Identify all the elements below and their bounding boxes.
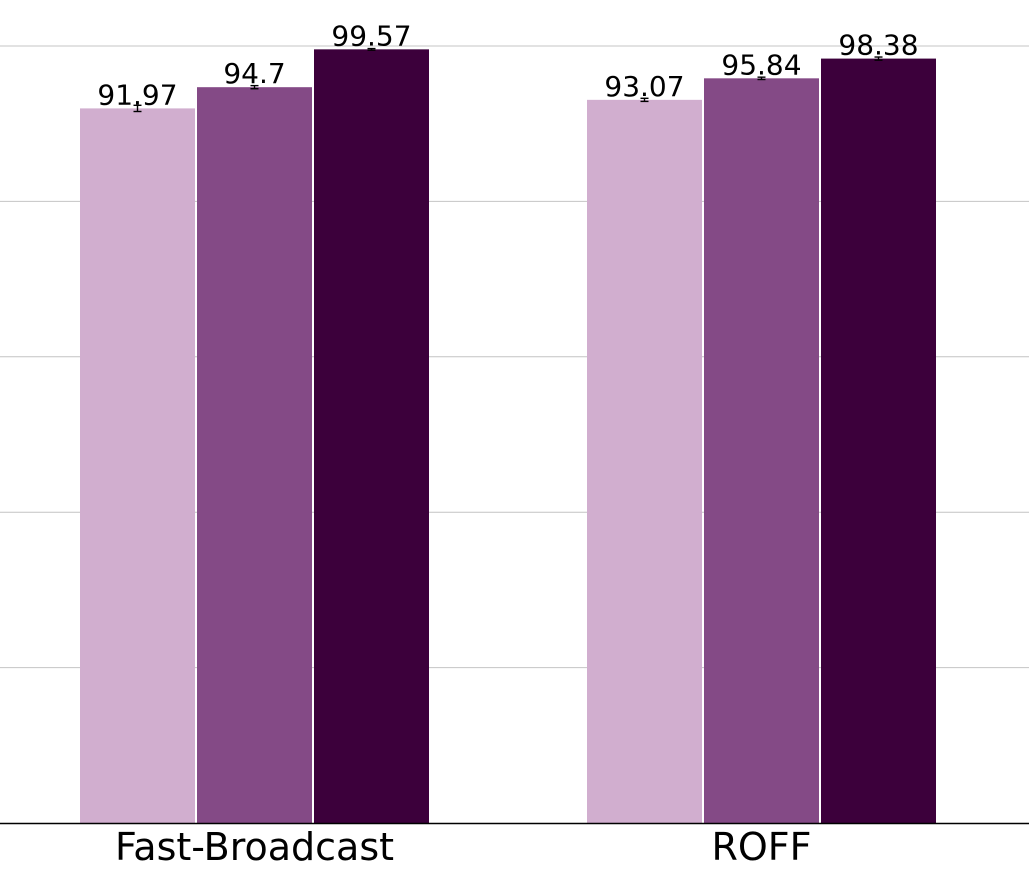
bar-roff-series-2 (704, 78, 819, 824)
bar-roff-series-3 (821, 58, 936, 823)
x-tick-label-roff: ROFF (711, 825, 811, 869)
labels-layer: 91.97 94.7 99.57 93.07 95.84 98.38 (97, 19, 918, 111)
value-label-roff-series-3: 98.38 (838, 29, 918, 62)
value-label-fast-broadcast-series-3: 99.57 (331, 19, 411, 52)
axis-layer: Fast-Broadcast ROFF (0, 822, 1029, 869)
error-bar-fast-broadcast-series-1 (133, 104, 142, 113)
error-bars-layer (133, 47, 883, 113)
bar-fast-broadcast-series-1 (80, 108, 195, 824)
value-label-roff-series-2: 95.84 (721, 48, 801, 81)
value-label-roff-series-1: 93.07 (604, 70, 684, 103)
bar-fast-broadcast-series-2 (197, 87, 312, 823)
error-bar-roff-series-3 (874, 56, 883, 61)
value-label-fast-broadcast-series-1: 91.97 (97, 78, 177, 111)
bars-layer (80, 49, 936, 824)
error-bar-fast-broadcast-series-3 (367, 47, 376, 51)
bar-fast-broadcast-series-3 (314, 49, 429, 823)
x-tick-label-fast-broadcast: Fast-Broadcast (115, 825, 394, 869)
bar-roff-series-1 (587, 99, 702, 824)
error-bar-fast-broadcast-series-2 (250, 84, 259, 90)
value-label-fast-broadcast-series-2: 94.7 (223, 57, 285, 90)
error-bar-roff-series-2 (757, 76, 766, 81)
error-bar-roff-series-1 (640, 97, 649, 103)
